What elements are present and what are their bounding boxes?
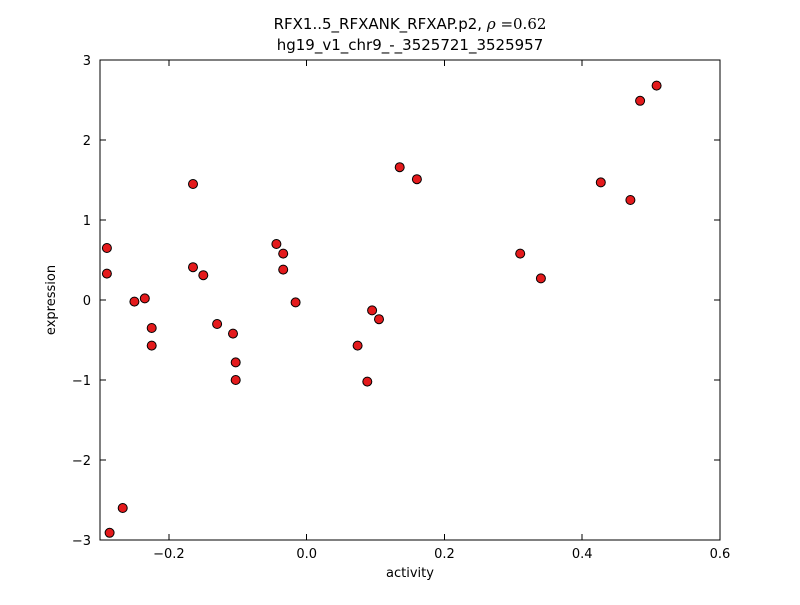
data-point bbox=[212, 319, 223, 329]
y-tick-label: 1 bbox=[83, 214, 91, 229]
data-point bbox=[101, 268, 112, 279]
data-point bbox=[271, 239, 282, 249]
x-tick-label: 0.4 bbox=[572, 547, 593, 562]
data-point bbox=[101, 243, 112, 253]
y-tick-label: −1 bbox=[72, 374, 91, 389]
data-point bbox=[374, 314, 384, 325]
data-point bbox=[394, 162, 405, 173]
data-point bbox=[146, 323, 157, 333]
y-tick-label: −3 bbox=[72, 534, 91, 549]
y-tick-label: 2 bbox=[83, 134, 91, 149]
data-point bbox=[352, 340, 363, 351]
data-points bbox=[101, 80, 662, 538]
y-tick-label: 3 bbox=[83, 54, 91, 69]
x-tick-label: 0.0 bbox=[296, 547, 317, 562]
data-point bbox=[290, 297, 301, 308]
data-point bbox=[198, 270, 209, 281]
x-tick-label: 0.2 bbox=[434, 547, 455, 562]
chart-title-text: RFX1..5_RFXANK_RFXAP.p2, bbox=[274, 15, 487, 34]
plot-area bbox=[99, 59, 721, 541]
data-point bbox=[278, 264, 289, 275]
axis-ticks: −0.2 0.0 0.2 0.4 0.6 −3 −2 −1 0 1 2 3 bbox=[72, 54, 731, 562]
data-point bbox=[230, 357, 241, 368]
x-axis-label: activity bbox=[386, 566, 434, 581]
data-point bbox=[188, 179, 198, 189]
data-point bbox=[228, 328, 238, 339]
data-point bbox=[188, 262, 198, 273]
data-point bbox=[129, 296, 140, 307]
data-point bbox=[230, 375, 241, 385]
y-axis-label: expression bbox=[44, 265, 59, 335]
rho-symbol: ρ bbox=[486, 15, 496, 33]
x-tick-label: −0.2 bbox=[153, 547, 185, 562]
x-tick-label: 0.6 bbox=[710, 547, 731, 562]
data-point bbox=[635, 95, 646, 106]
rho-value: =0.62 bbox=[496, 15, 547, 33]
data-point bbox=[146, 340, 157, 351]
chart-title: RFX1..5_RFXANK_RFXAP.p2, ρ =0.62 bbox=[274, 15, 547, 34]
chart-subtitle: hg19_v1_chr9_-_3525721_3525957 bbox=[277, 36, 544, 55]
data-point bbox=[117, 503, 128, 513]
data-point bbox=[515, 248, 526, 259]
data-point bbox=[278, 248, 289, 259]
data-point bbox=[139, 293, 150, 304]
data-point bbox=[535, 273, 546, 284]
data-point bbox=[411, 174, 422, 185]
y-tick-label: 0 bbox=[83, 294, 91, 309]
y-tick-label: −2 bbox=[72, 454, 91, 469]
data-point bbox=[595, 177, 606, 188]
data-point bbox=[367, 305, 378, 316]
data-point bbox=[651, 80, 662, 91]
data-point bbox=[362, 376, 373, 387]
data-point bbox=[625, 195, 636, 205]
data-point bbox=[104, 527, 115, 538]
